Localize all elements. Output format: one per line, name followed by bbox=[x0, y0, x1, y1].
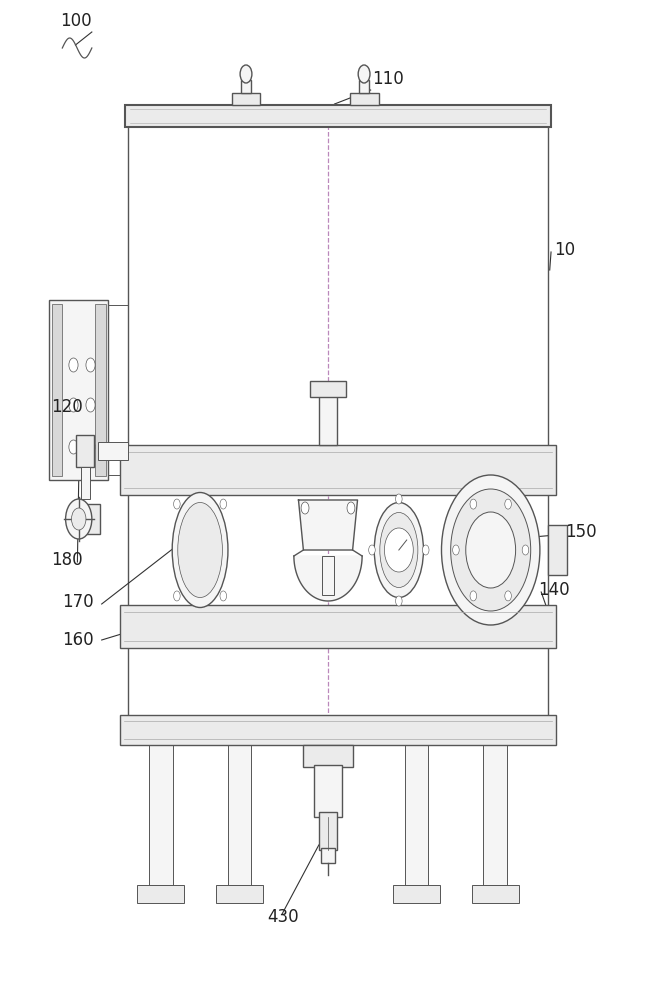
Circle shape bbox=[384, 528, 413, 572]
Text: 170: 170 bbox=[62, 593, 94, 611]
Bar bbox=[350, 93, 379, 105]
Bar bbox=[137, 885, 184, 903]
Text: 150: 150 bbox=[565, 523, 597, 541]
Circle shape bbox=[522, 545, 529, 555]
Ellipse shape bbox=[380, 512, 418, 587]
Text: 430: 430 bbox=[268, 908, 299, 926]
Circle shape bbox=[220, 591, 226, 601]
Bar bbox=[228, 745, 251, 885]
Bar bbox=[120, 715, 556, 745]
Bar bbox=[120, 445, 556, 495]
Circle shape bbox=[505, 499, 512, 509]
Text: 100: 100 bbox=[60, 12, 91, 30]
Circle shape bbox=[174, 499, 180, 509]
Circle shape bbox=[358, 65, 370, 83]
Bar bbox=[314, 765, 342, 817]
Bar bbox=[310, 381, 346, 397]
Bar bbox=[95, 304, 106, 476]
Bar bbox=[76, 435, 94, 467]
Bar bbox=[216, 885, 263, 903]
Bar bbox=[241, 80, 251, 93]
Text: 140: 140 bbox=[538, 581, 569, 599]
Circle shape bbox=[324, 589, 332, 601]
Text: 160: 160 bbox=[62, 631, 94, 649]
Circle shape bbox=[66, 499, 92, 539]
Circle shape bbox=[174, 591, 180, 601]
Circle shape bbox=[396, 596, 402, 606]
Circle shape bbox=[466, 512, 516, 588]
Bar bbox=[98, 442, 128, 460]
Bar bbox=[405, 745, 428, 885]
Bar bbox=[322, 556, 334, 595]
Bar bbox=[49, 300, 108, 480]
Bar bbox=[232, 93, 260, 105]
Circle shape bbox=[470, 499, 476, 509]
Circle shape bbox=[220, 499, 226, 509]
Circle shape bbox=[69, 440, 78, 454]
Circle shape bbox=[347, 502, 355, 514]
Bar bbox=[319, 812, 337, 850]
Text: 110: 110 bbox=[372, 70, 403, 88]
Circle shape bbox=[369, 545, 375, 555]
Circle shape bbox=[470, 591, 476, 601]
Bar bbox=[393, 885, 440, 903]
Bar bbox=[71, 504, 100, 534]
Circle shape bbox=[86, 440, 95, 454]
Bar bbox=[319, 390, 337, 445]
Bar bbox=[359, 80, 369, 93]
Polygon shape bbox=[294, 556, 362, 601]
Circle shape bbox=[69, 358, 78, 372]
Text: 10: 10 bbox=[554, 241, 575, 259]
Circle shape bbox=[422, 545, 429, 555]
Circle shape bbox=[69, 398, 78, 412]
Bar bbox=[52, 304, 62, 476]
Circle shape bbox=[86, 358, 95, 372]
Bar bbox=[120, 605, 556, 648]
Bar bbox=[81, 467, 90, 499]
Bar bbox=[303, 745, 353, 767]
Bar bbox=[483, 745, 507, 885]
Circle shape bbox=[72, 508, 86, 530]
Circle shape bbox=[396, 494, 402, 504]
Circle shape bbox=[451, 489, 531, 611]
Circle shape bbox=[453, 545, 459, 555]
Ellipse shape bbox=[178, 502, 222, 597]
Bar bbox=[321, 848, 335, 863]
Circle shape bbox=[86, 398, 95, 412]
Ellipse shape bbox=[172, 492, 228, 607]
Circle shape bbox=[301, 502, 309, 514]
Bar bbox=[125, 105, 551, 127]
Polygon shape bbox=[298, 500, 358, 550]
Ellipse shape bbox=[374, 502, 424, 597]
Bar bbox=[472, 885, 519, 903]
Text: 120: 120 bbox=[51, 398, 83, 416]
Circle shape bbox=[505, 591, 512, 601]
Bar bbox=[548, 525, 567, 575]
Text: 180: 180 bbox=[51, 551, 83, 569]
Bar bbox=[149, 745, 173, 885]
Circle shape bbox=[240, 65, 252, 83]
Circle shape bbox=[441, 475, 540, 625]
